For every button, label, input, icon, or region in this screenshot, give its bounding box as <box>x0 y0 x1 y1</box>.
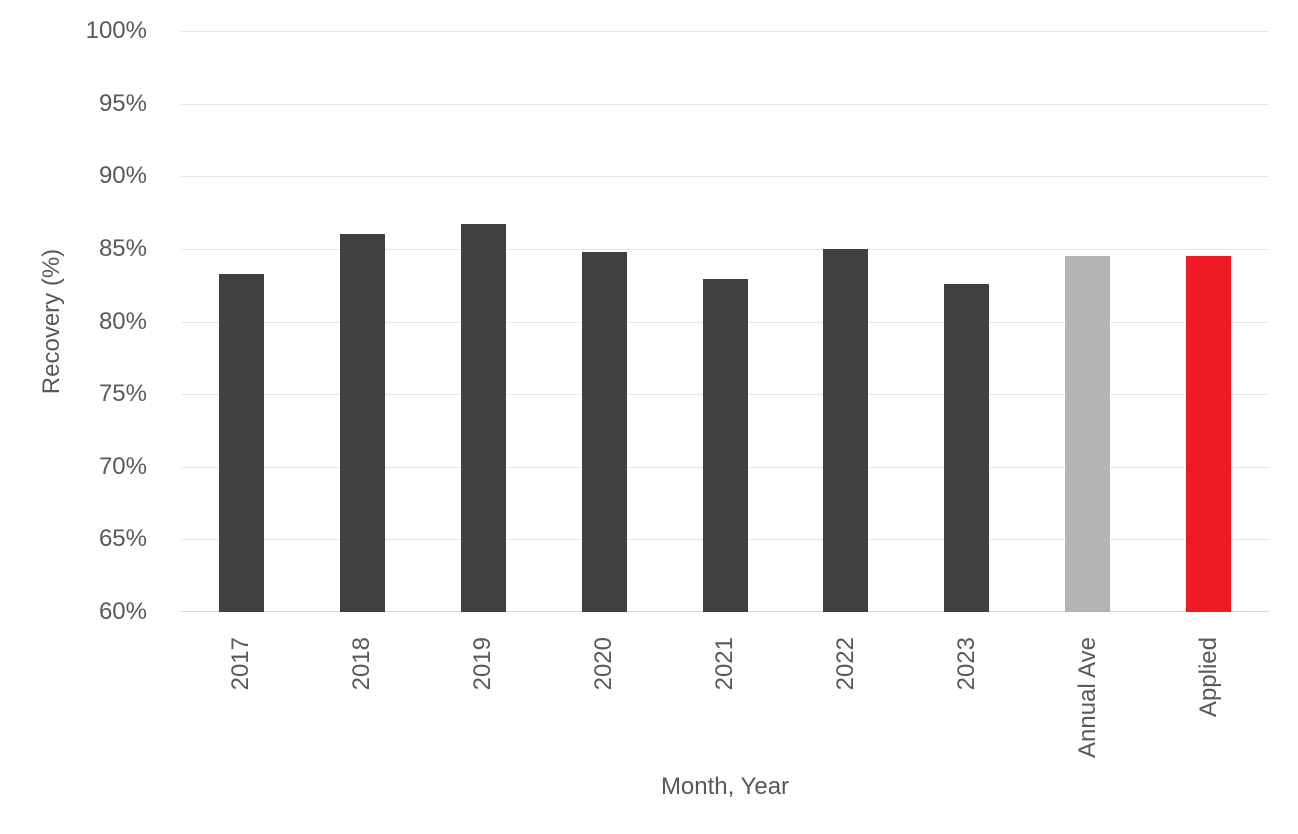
bar-2020 <box>581 251 627 612</box>
plot-area <box>181 31 1269 612</box>
gridline-100% <box>181 31 1269 32</box>
bar-applied <box>1186 256 1232 612</box>
y-tick-label-65: 65% <box>98 525 147 553</box>
gridline-95% <box>181 103 1269 105</box>
x-axis-title: Month, Year <box>660 773 790 800</box>
bar-2017 <box>218 273 264 612</box>
y-tick-label-85: 85% <box>98 234 147 262</box>
gridline-85% <box>181 248 1269 250</box>
bar-2021 <box>702 279 748 612</box>
y-tick-label-80: 80% <box>98 307 147 335</box>
gridline-90% <box>181 176 1269 178</box>
y-tick-label-95: 95% <box>98 89 147 117</box>
bar-2022 <box>823 248 869 612</box>
y-tick-label-75: 75% <box>98 380 147 408</box>
bar-2018 <box>339 234 385 612</box>
y-tick-label-60: 60% <box>98 598 147 625</box>
y-tick-label-100: 100% <box>85 17 147 44</box>
y-tick-label-70: 70% <box>98 452 147 480</box>
bar-2019 <box>460 224 506 612</box>
bar-annual-ave <box>1065 256 1111 612</box>
y-tick-label-90: 90% <box>98 162 147 190</box>
bar-2023 <box>944 283 990 612</box>
